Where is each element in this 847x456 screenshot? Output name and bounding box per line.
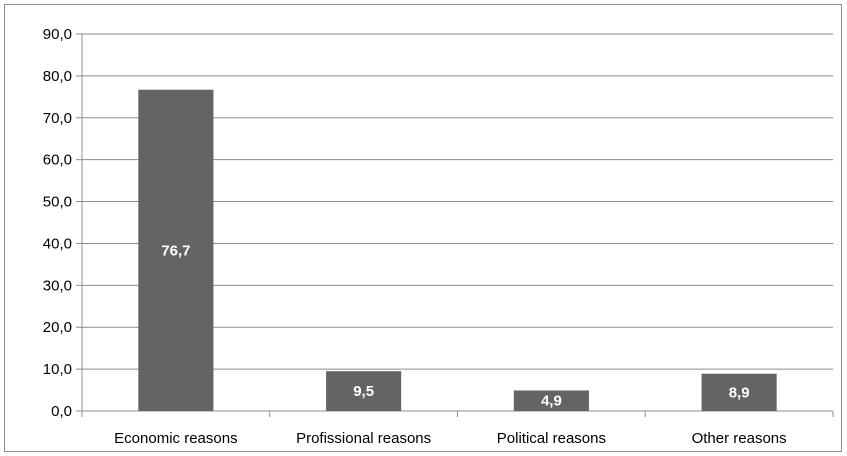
x-category-label: Other reasons — [692, 430, 787, 447]
y-tick-label: 40,0 — [43, 235, 72, 252]
bar — [701, 373, 777, 411]
x-category-label: Profissional reasons — [296, 430, 431, 447]
labels: 0,0 10,0 20,0 30,0 40,0 50,0 60,0 70,0 80,0 90,0 E… — [43, 26, 787, 447]
bar — [138, 89, 214, 411]
bars — [138, 89, 777, 411]
bar — [326, 371, 402, 411]
y-tick-label: 80,0 — [43, 68, 72, 85]
y-tick-label: 60,0 — [43, 152, 72, 169]
bar — [513, 390, 589, 411]
data-label: 4,9 — [541, 393, 562, 410]
x-category-label: Economic reasons — [114, 430, 237, 447]
y-tick-label: 0,0 — [51, 403, 72, 420]
y-tick-label: 10,0 — [43, 361, 72, 378]
y-tick-label: 90,0 — [43, 26, 72, 43]
data-label: 9,5 — [353, 383, 374, 400]
y-tick-label: 30,0 — [43, 277, 72, 294]
data-label: 8,9 — [729, 384, 750, 401]
y-tick-label: 20,0 — [43, 319, 72, 336]
x-category-label: Political reasons — [497, 430, 606, 447]
y-tick-label: 70,0 — [43, 110, 72, 127]
data-label: 76,7 — [161, 242, 190, 259]
y-tick-label: 50,0 — [43, 194, 72, 211]
